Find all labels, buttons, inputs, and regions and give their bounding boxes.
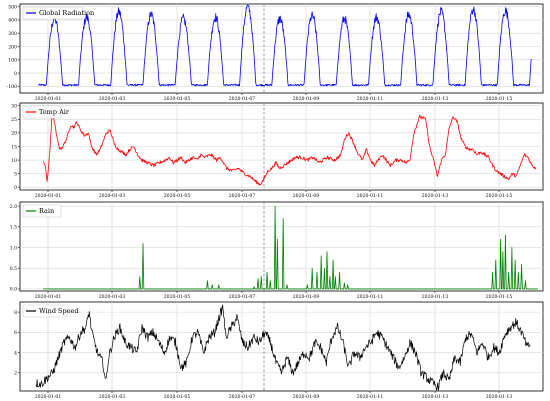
wind-speed-frame <box>19 301 544 392</box>
temp-air-xtick-label: 2020-01-09 <box>293 193 320 199</box>
temp-air-legend-label: Temp Air <box>39 108 70 116</box>
wind-speed-legend-label: Wind Speed <box>39 307 79 315</box>
rain-frame <box>19 201 544 292</box>
wind-speed-ytick-label: 6 <box>14 330 17 336</box>
radiation-ytick-label: 300 <box>8 31 17 37</box>
rain-legend: Rain <box>22 204 62 218</box>
temp-air-xtick-label: 2020-01-15 <box>486 193 513 199</box>
radiation-legend-label: Global Radiation <box>39 9 94 17</box>
rain-xtick-label: 2020-01-15 <box>486 294 513 300</box>
rain-ytick-label: 1.5 <box>10 225 17 231</box>
radiation-ytick-label: 100 <box>8 58 17 64</box>
radiation-panel: -100 0 100 200 300 400 500 2020-01-01 2020-01-03… <box>7 3 544 102</box>
rain-ytick-label: 0.0 <box>10 287 17 293</box>
wind-speed-legend-box <box>22 304 68 318</box>
rain-legend-box <box>22 204 62 218</box>
rain-xtick-label: 2020-01-01 <box>35 294 62 300</box>
temp-air-legend: Temp Air <box>22 105 70 119</box>
wind-speed-panel: 2 4 6 8 2020-01-01 2020-01-03 2020-01-05 2020-0… <box>14 301 544 400</box>
temp-air-panel: 0 5 10 15 20 25 30 2020-01-01 2020-01-03 2020-01-… <box>11 102 544 199</box>
radiation-xtick-label: 2020-01-13 <box>422 96 449 102</box>
temp-air-series-line <box>42 114 537 186</box>
wind-speed-xtick-label: 2020-01-13 <box>486 394 513 400</box>
radiation-legend: Global Radiation <box>22 6 94 20</box>
temp-air-ytick-label: 30 <box>11 104 17 110</box>
temp-air-xtick-label: 2020-01-11 <box>357 193 384 199</box>
wind-speed-xtick-label: 2020-01-11 <box>357 394 384 400</box>
rain-series-line <box>43 205 538 290</box>
wind-speed-xtick-label: 2020-01-03 <box>99 394 126 400</box>
temp-air-ytick-label: 15 <box>11 144 17 150</box>
radiation-xtick-label: 2020-01-01 <box>35 96 62 102</box>
radiation-xtick-label: 2020-01-03 <box>99 96 126 102</box>
rain-ytick-label: 0.5 <box>10 266 17 272</box>
radiation-xtick-label: 2020-01-05 <box>164 96 191 102</box>
wind-speed-xtick-label: 2020-01-07 <box>229 394 256 400</box>
temp-air-xtick-label: 2020-01-01 <box>35 193 62 199</box>
wind-speed-xtick-label: 2020-01-09 <box>293 394 320 400</box>
wind-speed-xtick-label: 2020-01-13 <box>422 394 449 400</box>
temp-air-ytick-label: 10 <box>11 158 17 164</box>
radiation-xtick-label: 2020-01-11 <box>357 96 384 102</box>
temp-air-ytick-label: 5 <box>14 171 17 177</box>
wind-speed-xtick-label: 2020-01-05 <box>164 394 191 400</box>
wind-speed-ytick-label: 8 <box>14 310 17 316</box>
radiation-frame <box>19 3 544 94</box>
temp-air-xtick-label: 2020-01-03 <box>99 193 126 199</box>
wind-speed-ytick-label: 2 <box>14 371 17 377</box>
radiation-series-line <box>38 4 532 87</box>
rain-xtick-label: 2020-01-11 <box>357 294 384 300</box>
wind-speed-series-line <box>35 304 531 391</box>
radiation-xtick-label: 2020-01-09 <box>293 96 320 102</box>
temp-air-legend-box <box>22 105 62 119</box>
rain-xtick-label: 2020-01-07 <box>229 294 256 300</box>
rain-xtick-label: 2020-01-03 <box>99 294 126 300</box>
rain-xtick-label: 2020-01-13 <box>422 294 449 300</box>
radiation-legend-box <box>22 6 84 20</box>
temp-air-xtick-label: 2020-01-05 <box>164 193 191 199</box>
rain-panel: 0.0 0.5 1.0 1.5 2.0 2020-01-01 2020-01-03 2020-… <box>10 201 544 300</box>
rain-ytick-label: 2.0 <box>10 204 17 210</box>
radiation-xtick-label: 2020-01-07 <box>229 96 256 102</box>
rain-xtick-label: 2020-01-09 <box>293 294 320 300</box>
rain-ytick-label: 1.0 <box>10 245 17 251</box>
temp-air-ytick-label: 0 <box>14 185 17 191</box>
temp-air-ytick-label: 25 <box>11 117 17 123</box>
radiation-ytick-label: 500 <box>8 4 17 10</box>
radiation-ytick-label: 400 <box>8 18 17 24</box>
radiation-ytick-label: 0 <box>14 71 17 77</box>
rain-xtick-label: 2020-01-05 <box>164 294 191 300</box>
wind-speed-legend: Wind Speed <box>22 304 79 318</box>
temp-air-ytick-label: 20 <box>11 131 17 137</box>
temp-air-xtick-label: 2020-01-13 <box>422 193 449 199</box>
radiation-ytick-label: -100 <box>7 84 17 90</box>
wind-speed-ytick-label: 4 <box>14 350 17 356</box>
radiation-xtick-label: 2020-01-15 <box>486 96 513 102</box>
wind-speed-xtick-label: 2020-01-01 <box>35 394 62 400</box>
temp-air-xtick-label: 2020-01-07 <box>229 193 256 199</box>
radiation-ytick-label: 200 <box>8 44 17 50</box>
rain-legend-label: Rain <box>39 207 54 215</box>
